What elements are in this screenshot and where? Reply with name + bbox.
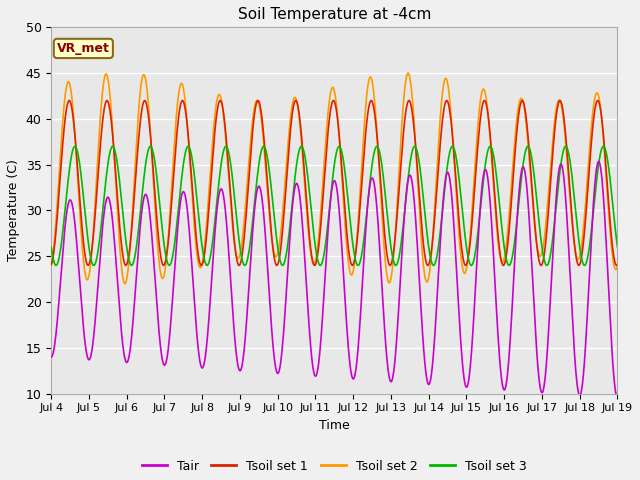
Y-axis label: Temperature (C): Temperature (C) <box>7 159 20 262</box>
Title: Soil Temperature at -4cm: Soil Temperature at -4cm <box>237 7 431 22</box>
X-axis label: Time: Time <box>319 419 349 432</box>
Legend: Tair, Tsoil set 1, Tsoil set 2, Tsoil set 3: Tair, Tsoil set 1, Tsoil set 2, Tsoil se… <box>137 455 532 478</box>
Text: VR_met: VR_met <box>57 42 109 55</box>
